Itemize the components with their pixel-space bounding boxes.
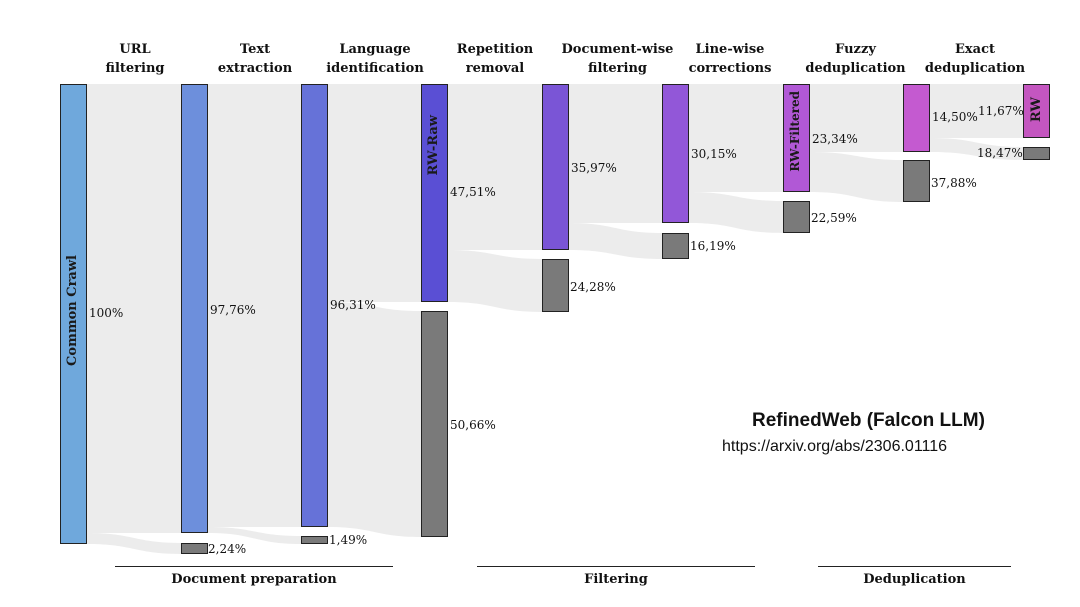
flow-band <box>569 223 662 259</box>
bar-label-rw-raw: RW-Raw <box>426 115 441 176</box>
flow-band <box>810 152 903 202</box>
stage-fuzzy-deduplication: Fuzzy deduplication <box>805 42 906 76</box>
stage-language-identification: Language identification <box>326 42 424 76</box>
group-line-document-preparation <box>115 566 393 567</box>
pct-repetition-removed: 50,66% <box>450 418 496 432</box>
pct-fuzzy-dedup-removed: 37,88% <box>931 176 977 190</box>
bar-rw: RW <box>1023 84 1050 138</box>
flow-band <box>87 533 181 554</box>
pct-fuzzy-dedup-kept: 14,50% <box>932 110 978 124</box>
stage-document-wise-filtering: Document-wise filtering <box>561 42 674 76</box>
pct-document-removed: 24,28% <box>570 280 616 294</box>
bar-removed-document-wise <box>542 259 569 312</box>
bar-removed-language-identification <box>301 536 328 544</box>
bar-label-rw-filtered: RW-Filtered <box>788 91 802 172</box>
flow-band <box>689 192 783 233</box>
pct-fuzzy-removed: 22,59% <box>811 211 857 225</box>
pct-rw-filtered: 23,34% <box>812 132 858 146</box>
bar-rw-raw: RW-Raw <box>421 84 448 302</box>
pct-rw: 11,67% <box>978 104 1024 118</box>
bar-removed-fuzzy <box>783 201 810 233</box>
flow-band <box>930 84 1023 138</box>
group-line-deduplication <box>818 566 1011 567</box>
pct-language-kept: 96,31% <box>330 298 376 312</box>
bar-removed-line-wise <box>662 233 689 259</box>
bar-common-crawl: Common Crawl <box>60 84 87 544</box>
group-line-filtering <box>477 566 755 567</box>
stage-repetition-removal: Repetition removal <box>456 42 534 76</box>
group-filtering: Filtering <box>584 572 648 587</box>
flow-band <box>208 527 301 544</box>
flow-band <box>87 84 181 533</box>
flow-band <box>689 84 783 192</box>
flow-band <box>328 302 421 537</box>
pct-language-removed: 1,49% <box>329 533 368 547</box>
stage-url-filtering: URL filtering <box>105 42 165 76</box>
bar-document-wise-filtering <box>542 84 569 250</box>
bar-language-identification <box>301 84 328 527</box>
flow-band <box>569 84 662 223</box>
bar-text-extraction <box>181 84 208 533</box>
flow-band <box>328 84 421 302</box>
pct-document-kept: 35,97% <box>571 161 617 175</box>
pct-text-extraction-kept: 97,76% <box>210 303 256 317</box>
flow-band <box>810 84 903 152</box>
bar-removed-fuzzy-dedup <box>903 160 930 202</box>
pct-text-extraction-removed: 2,24% <box>208 542 247 556</box>
group-deduplication: Deduplication <box>863 572 966 587</box>
paper-url: https://arxiv.org/abs/2306.01116 <box>722 438 948 455</box>
bar-label-common-crawl: Common Crawl <box>65 255 80 366</box>
bar-line-wise-corrections <box>662 84 689 223</box>
flow-band <box>448 250 542 312</box>
stage-line-wise-corrections: Line-wise corrections <box>688 42 772 76</box>
bar-removed-repetition <box>421 311 448 537</box>
bar-fuzzy-deduplication <box>903 84 930 152</box>
pct-rw-raw: 47,51% <box>450 185 496 199</box>
pct-common-crawl: 100% <box>89 306 124 320</box>
group-document-preparation: Document preparation <box>171 572 337 587</box>
flow-band <box>208 84 301 527</box>
flow-band <box>448 84 542 250</box>
pct-line-kept: 30,15% <box>691 147 737 161</box>
pct-exact-removed: 18,47% <box>977 146 1023 160</box>
stage-text-extraction: Text extraction <box>217 42 293 76</box>
bar-removed-exact <box>1023 147 1050 160</box>
stage-exact-deduplication: Exact deduplication <box>924 42 1026 76</box>
flow-band <box>930 138 1023 160</box>
title-refinedweb: RefinedWeb (Falcon LLM) <box>752 410 985 431</box>
pct-line-removed: 16,19% <box>690 239 736 253</box>
bar-rw-filtered: RW-Filtered <box>783 84 810 192</box>
bar-removed-text-extraction <box>181 543 208 554</box>
bar-label-rw: RW <box>1029 97 1044 123</box>
